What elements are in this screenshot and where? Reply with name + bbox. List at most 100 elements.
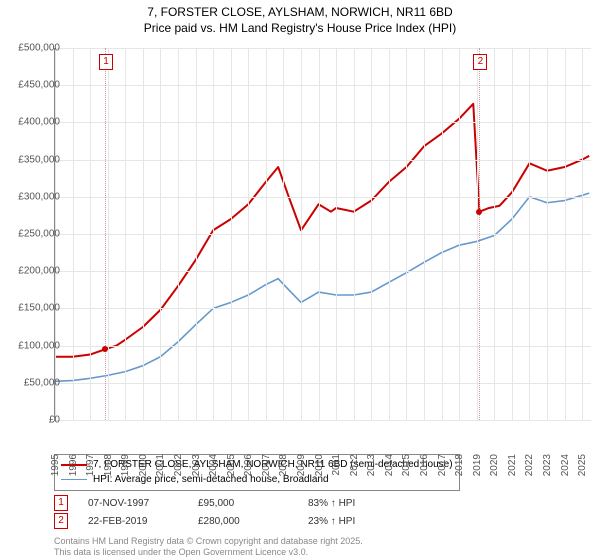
grid-line-h (55, 346, 591, 347)
grid-line-h (55, 383, 591, 384)
marker-dot (476, 209, 482, 215)
x-tick-label: 2017 (437, 454, 448, 476)
title-line-1: 7, FORSTER CLOSE, AYLSHAM, NORWICH, NR11… (0, 4, 600, 20)
grid-line-h (55, 234, 591, 235)
x-tick-label: 2001 (155, 454, 166, 476)
grid-line-v (565, 48, 566, 420)
x-tick-label: 2016 (419, 454, 430, 476)
attribution-line-2: This data is licensed under the Open Gov… (54, 547, 363, 558)
x-tick-label: 2009 (296, 454, 307, 476)
event-price-2: £280,000 (198, 516, 288, 527)
event-date-1: 07-NOV-1997 (88, 498, 178, 509)
grid-line-v (529, 48, 530, 420)
x-tick-label: 2010 (314, 454, 325, 476)
marker-badge: 2 (473, 54, 487, 70)
x-tick-label: 1998 (103, 454, 114, 476)
grid-line-h (55, 197, 591, 198)
grid-line-h (55, 122, 591, 123)
marker-badge: 1 (99, 54, 113, 70)
x-tick-label: 2004 (208, 454, 219, 476)
legend-swatch-hpi (61, 479, 87, 480)
event-badge-1: 1 (54, 495, 68, 511)
x-tick-label: 2006 (243, 454, 254, 476)
x-tick-label: 2018 (454, 454, 465, 476)
grid-line-v (143, 48, 144, 420)
events-list: 1 07-NOV-1997 £95,000 83% ↑ HPI 2 22-FEB… (54, 494, 355, 530)
x-tick-label: 1999 (120, 454, 131, 476)
y-tick-label: £250,000 (10, 229, 60, 240)
grid-line-h (55, 271, 591, 272)
x-tick-label: 2022 (524, 454, 535, 476)
grid-line-h (55, 48, 591, 49)
grid-line-v (424, 48, 425, 420)
x-tick-label: 2005 (226, 454, 237, 476)
y-tick-label: £0 (10, 415, 60, 426)
marker-line (105, 48, 106, 420)
x-tick-label: 2002 (173, 454, 184, 476)
x-tick-label: 2020 (489, 454, 500, 476)
grid-line-h (55, 85, 591, 86)
y-tick-label: £50,000 (10, 377, 60, 388)
event-price-1: £95,000 (198, 498, 288, 509)
attribution-line-1: Contains HM Land Registry data © Crown c… (54, 536, 363, 547)
x-tick-label: 2013 (366, 454, 377, 476)
grid-line-v (301, 48, 302, 420)
grid-line-v (178, 48, 179, 420)
y-tick-label: £200,000 (10, 266, 60, 277)
grid-line-v (73, 48, 74, 420)
grid-line-v (354, 48, 355, 420)
attribution: Contains HM Land Registry data © Crown c… (54, 536, 363, 559)
event-delta-2: 23% ↑ HPI (308, 516, 355, 527)
x-tick-label: 1997 (85, 454, 96, 476)
grid-line-v (266, 48, 267, 420)
event-badge-2: 2 (54, 513, 68, 529)
x-tick-label: 2003 (191, 454, 202, 476)
grid-line-v (494, 48, 495, 420)
marker-dot (102, 346, 108, 352)
x-tick-label: 2015 (401, 454, 412, 476)
grid-line-v (196, 48, 197, 420)
y-tick-label: £300,000 (10, 191, 60, 202)
series-line (55, 104, 589, 357)
x-tick-label: 2000 (138, 454, 149, 476)
series-line (55, 193, 589, 381)
plot-area: 12 (54, 48, 591, 421)
x-tick-label: 2007 (261, 454, 272, 476)
event-row-1: 1 07-NOV-1997 £95,000 83% ↑ HPI (54, 494, 355, 512)
grid-line-v (125, 48, 126, 420)
grid-line-v (582, 48, 583, 420)
grid-line-v (371, 48, 372, 420)
x-tick-label: 2008 (278, 454, 289, 476)
y-tick-label: £150,000 (10, 303, 60, 314)
title-line-2: Price paid vs. HM Land Registry's House … (0, 20, 600, 36)
grid-line-v (477, 48, 478, 420)
grid-line-v (319, 48, 320, 420)
x-tick-label: 2019 (472, 454, 483, 476)
grid-line-v (512, 48, 513, 420)
x-tick-label: 2014 (384, 454, 395, 476)
grid-line-v (160, 48, 161, 420)
y-tick-label: £350,000 (10, 154, 60, 165)
grid-line-v (283, 48, 284, 420)
grid-line-v (406, 48, 407, 420)
grid-line-v (389, 48, 390, 420)
y-tick-label: £400,000 (10, 117, 60, 128)
grid-line-v (213, 48, 214, 420)
event-delta-1: 83% ↑ HPI (308, 498, 355, 509)
grid-line-h (55, 160, 591, 161)
grid-line-v (248, 48, 249, 420)
grid-line-v (108, 48, 109, 420)
y-tick-label: £450,000 (10, 80, 60, 91)
grid-line-h (55, 308, 591, 309)
y-tick-label: £500,000 (10, 43, 60, 54)
grid-line-v (90, 48, 91, 420)
grid-line-v (547, 48, 548, 420)
grid-line-v (442, 48, 443, 420)
x-tick-label: 2012 (349, 454, 360, 476)
grid-line-v (459, 48, 460, 420)
x-tick-label: 2024 (560, 454, 571, 476)
grid-line-h (55, 420, 591, 421)
x-tick-label: 2023 (542, 454, 553, 476)
x-tick-label: 2025 (577, 454, 588, 476)
x-tick-label: 1995 (50, 454, 61, 476)
